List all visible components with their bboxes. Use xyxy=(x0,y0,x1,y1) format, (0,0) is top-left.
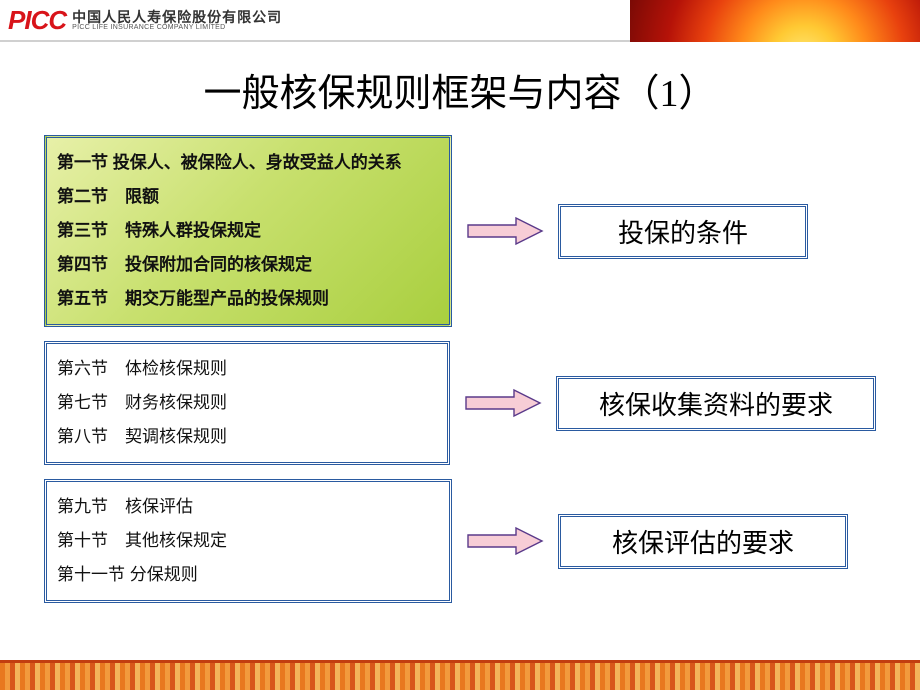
header-bar: PICC 中国人民人寿保险股份有限公司 PICC LIFE INSURANCE … xyxy=(0,0,920,42)
section-line: 第十一节 分保规则 xyxy=(57,558,439,592)
section-line: 第六节 体检核保规则 xyxy=(57,352,437,386)
company-name-en: PICC LIFE INSURANCE COMPANY LIMITED xyxy=(72,24,282,31)
group-row: 第九节 核保评估第十节 其他核保规定第十一节 分保规则 核保评估的要求 xyxy=(44,479,876,603)
arrow-container xyxy=(466,526,544,556)
sections-box: 第六节 体检核保规则第七节 财务核保规则第八节 契调核保规则 xyxy=(44,341,450,465)
company-name-cn: 中国人民人寿保险股份有限公司 xyxy=(72,10,282,24)
header-globe-graphic xyxy=(630,0,920,42)
section-line: 第三节 特殊人群投保规定 xyxy=(57,214,439,248)
category-label-box: 核保评估的要求 xyxy=(558,514,848,569)
section-line: 第一节 投保人、被保险人、身故受益人的关系 xyxy=(57,146,439,180)
content-area: 第一节 投保人、被保险人、身故受益人的关系第二节 限额第三节 特殊人群投保规定第… xyxy=(0,117,920,603)
section-line: 第七节 财务核保规则 xyxy=(57,386,437,420)
sections-box: 第一节 投保人、被保险人、身故受益人的关系第二节 限额第三节 特殊人群投保规定第… xyxy=(44,135,452,327)
section-line: 第八节 契调核保规则 xyxy=(57,420,437,454)
section-line: 第五节 期交万能型产品的投保规则 xyxy=(57,282,439,316)
footer-decor-band xyxy=(0,660,920,690)
logo-block: PICC 中国人民人寿保险股份有限公司 PICC LIFE INSURANCE … xyxy=(0,5,282,36)
group-row: 第一节 投保人、被保险人、身故受益人的关系第二节 限额第三节 特殊人群投保规定第… xyxy=(44,135,876,327)
section-line: 第九节 核保评估 xyxy=(57,490,439,524)
section-line: 第二节 限额 xyxy=(57,180,439,214)
arrow-container xyxy=(466,216,544,246)
arrow-icon xyxy=(466,526,544,556)
arrow-container xyxy=(464,388,542,418)
section-line: 第四节 投保附加合同的核保规定 xyxy=(57,248,439,282)
group-row: 第六节 体检核保规则第七节 财务核保规则第八节 契调核保规则 核保收集资料的要求 xyxy=(44,341,876,465)
category-label-box: 投保的条件 xyxy=(558,204,808,259)
logo-mark: PICC xyxy=(8,5,66,36)
section-line: 第十节 其他核保规定 xyxy=(57,524,439,558)
logo-text: 中国人民人寿保险股份有限公司 PICC LIFE INSURANCE COMPA… xyxy=(72,10,282,31)
category-label-box: 核保收集资料的要求 xyxy=(556,376,876,431)
arrow-icon xyxy=(464,388,542,418)
arrow-icon xyxy=(466,216,544,246)
sections-box: 第九节 核保评估第十节 其他核保规定第十一节 分保规则 xyxy=(44,479,452,603)
page-title: 一般核保规则框架与内容（1） xyxy=(0,62,920,117)
